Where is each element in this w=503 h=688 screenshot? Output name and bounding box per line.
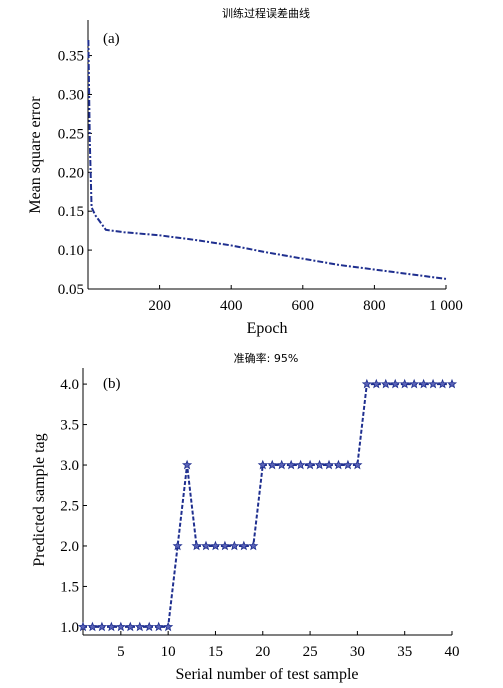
chart-a-title: 训练过程误差曲线 (222, 6, 310, 20)
chart-b-data-point (333, 459, 344, 470)
chart-b-data-point (191, 540, 202, 551)
chart-b-data-point (305, 459, 316, 470)
chart-b-y-tick-label: 4.0 (60, 377, 79, 393)
chart-b-data-point (257, 459, 268, 470)
chart-b-data-point (87, 621, 98, 632)
chart-b-data-point (153, 621, 164, 632)
chart-b-data-point (371, 378, 382, 389)
chart-b-x-axis-label: Serial number of test sample (175, 666, 358, 683)
chart-b-data-point (380, 378, 391, 389)
chart-b-data-point (418, 378, 429, 389)
chart-b-data-point (238, 540, 249, 551)
chart-b-y-ticks: 1.0 1.5 2.0 2.5 3.0 3.5 4.0 (60, 377, 87, 636)
chart-b-data-point (172, 540, 183, 551)
chart-b-x-tick-label: 35 (397, 644, 412, 660)
chart-b-y-tick-label: 1.0 (60, 620, 79, 636)
chart-a-x-tick-label: 1 000 (429, 298, 463, 314)
chart-b-data-point (77, 621, 89, 632)
chart-b-data-point (428, 378, 439, 389)
chart-b-x-tick-label: 15 (208, 644, 223, 660)
chart-b-data-point (219, 540, 230, 551)
chart-b-panel-label: (b) (103, 376, 121, 392)
chart-b-data-point (210, 540, 221, 551)
chart-a-x-tick-label: 800 (363, 298, 386, 314)
chart-b-data-point (229, 540, 240, 551)
chart-b-x-tick-label: 20 (255, 644, 270, 660)
chart-b-y-tick-label: 2.5 (60, 499, 79, 515)
chart-b-data-point (361, 378, 372, 389)
chart-b-data-point (437, 378, 448, 389)
chart-b-x-tick-label: 40 (445, 644, 460, 660)
chart-b-y-axis-label: Predicted sample tag (31, 433, 48, 566)
chart-b-data-point (182, 459, 193, 470)
chart-a-series-line (87, 39, 447, 280)
chart-b-series (77, 378, 458, 632)
chart-b-data-point (352, 459, 363, 470)
chart-b-data-point (125, 621, 136, 632)
chart-a-y-tick-label: 0.10 (58, 243, 84, 259)
chart-b-x-tick-label: 10 (161, 644, 176, 660)
chart-b-data-point (323, 459, 335, 470)
chart-a-x-ticks: 200 400 600 800 1 000 (148, 285, 463, 314)
chart-b-x-ticks: 5 10 15 20 25 30 35 40 (117, 631, 460, 660)
chart-b-data-point (115, 621, 126, 632)
chart-b-data-point (106, 621, 117, 632)
chart-b-data-point (276, 459, 287, 470)
chart-a-x-tick-label: 600 (292, 298, 315, 314)
chart-a-y-axis-label: Mean square error (27, 96, 44, 214)
chart-a-y-ticks: 0.05 0.10 0.15 0.20 0.25 0.30 0.35 (58, 49, 92, 298)
chart-b-data-point (163, 621, 174, 632)
chart-b-data-point (295, 459, 306, 470)
chart-b-y-tick-label: 3.5 (60, 418, 79, 434)
chart-a-x-tick-label: 400 (220, 298, 243, 314)
chart-a-series (87, 39, 447, 280)
chart-a-y-tick-label: 0.20 (58, 165, 84, 181)
chart-a-panel-label: (a) (103, 31, 120, 47)
chart-b-y-tick-label: 3.0 (60, 458, 79, 474)
chart-b-data-point (96, 621, 107, 632)
chart-b-data-point (314, 459, 325, 470)
chart-b-data-point (286, 459, 297, 470)
chart-a-y-tick-label: 0.25 (58, 126, 84, 142)
panel-a-training-error-chart: 训练过程误差曲线 (a) Mean square error Epoch 0.0… (27, 6, 463, 337)
chart-b-data-point (200, 540, 212, 551)
chart-b-data-point (267, 459, 278, 470)
chart-a-y-tick-label: 0.15 (58, 204, 84, 220)
chart-a-y-tick-label: 0.35 (58, 49, 84, 65)
chart-b-data-point (248, 540, 259, 551)
chart-b-data-point (399, 378, 410, 389)
chart-b-y-tick-label: 2.0 (60, 539, 79, 555)
chart-b-x-tick-label: 30 (350, 644, 365, 660)
chart-b-title: 准确率: 95% (234, 351, 299, 365)
chart-b-data-point (409, 378, 420, 389)
chart-b-x-tick-label: 25 (303, 644, 318, 660)
chart-a-y-tick-label: 0.05 (58, 282, 84, 298)
chart-b-y-tick-label: 1.5 (60, 579, 79, 595)
chart-b-series-line (83, 383, 452, 628)
chart-a-x-axis-label: Epoch (247, 320, 288, 337)
chart-a-y-tick-label: 0.30 (58, 87, 84, 103)
chart-b-data-point (390, 378, 401, 389)
chart-b-data-point (144, 621, 155, 632)
chart-b-data-point (342, 459, 353, 470)
chart-b-data-point (134, 621, 145, 632)
chart-b-data-point (446, 378, 458, 389)
chart-a-x-tick-label: 200 (148, 298, 171, 314)
chart-b-x-tick-label: 5 (117, 644, 125, 660)
panel-b-prediction-chart: 准确率: 95% (b) Predicted sample tag Serial… (31, 351, 460, 683)
